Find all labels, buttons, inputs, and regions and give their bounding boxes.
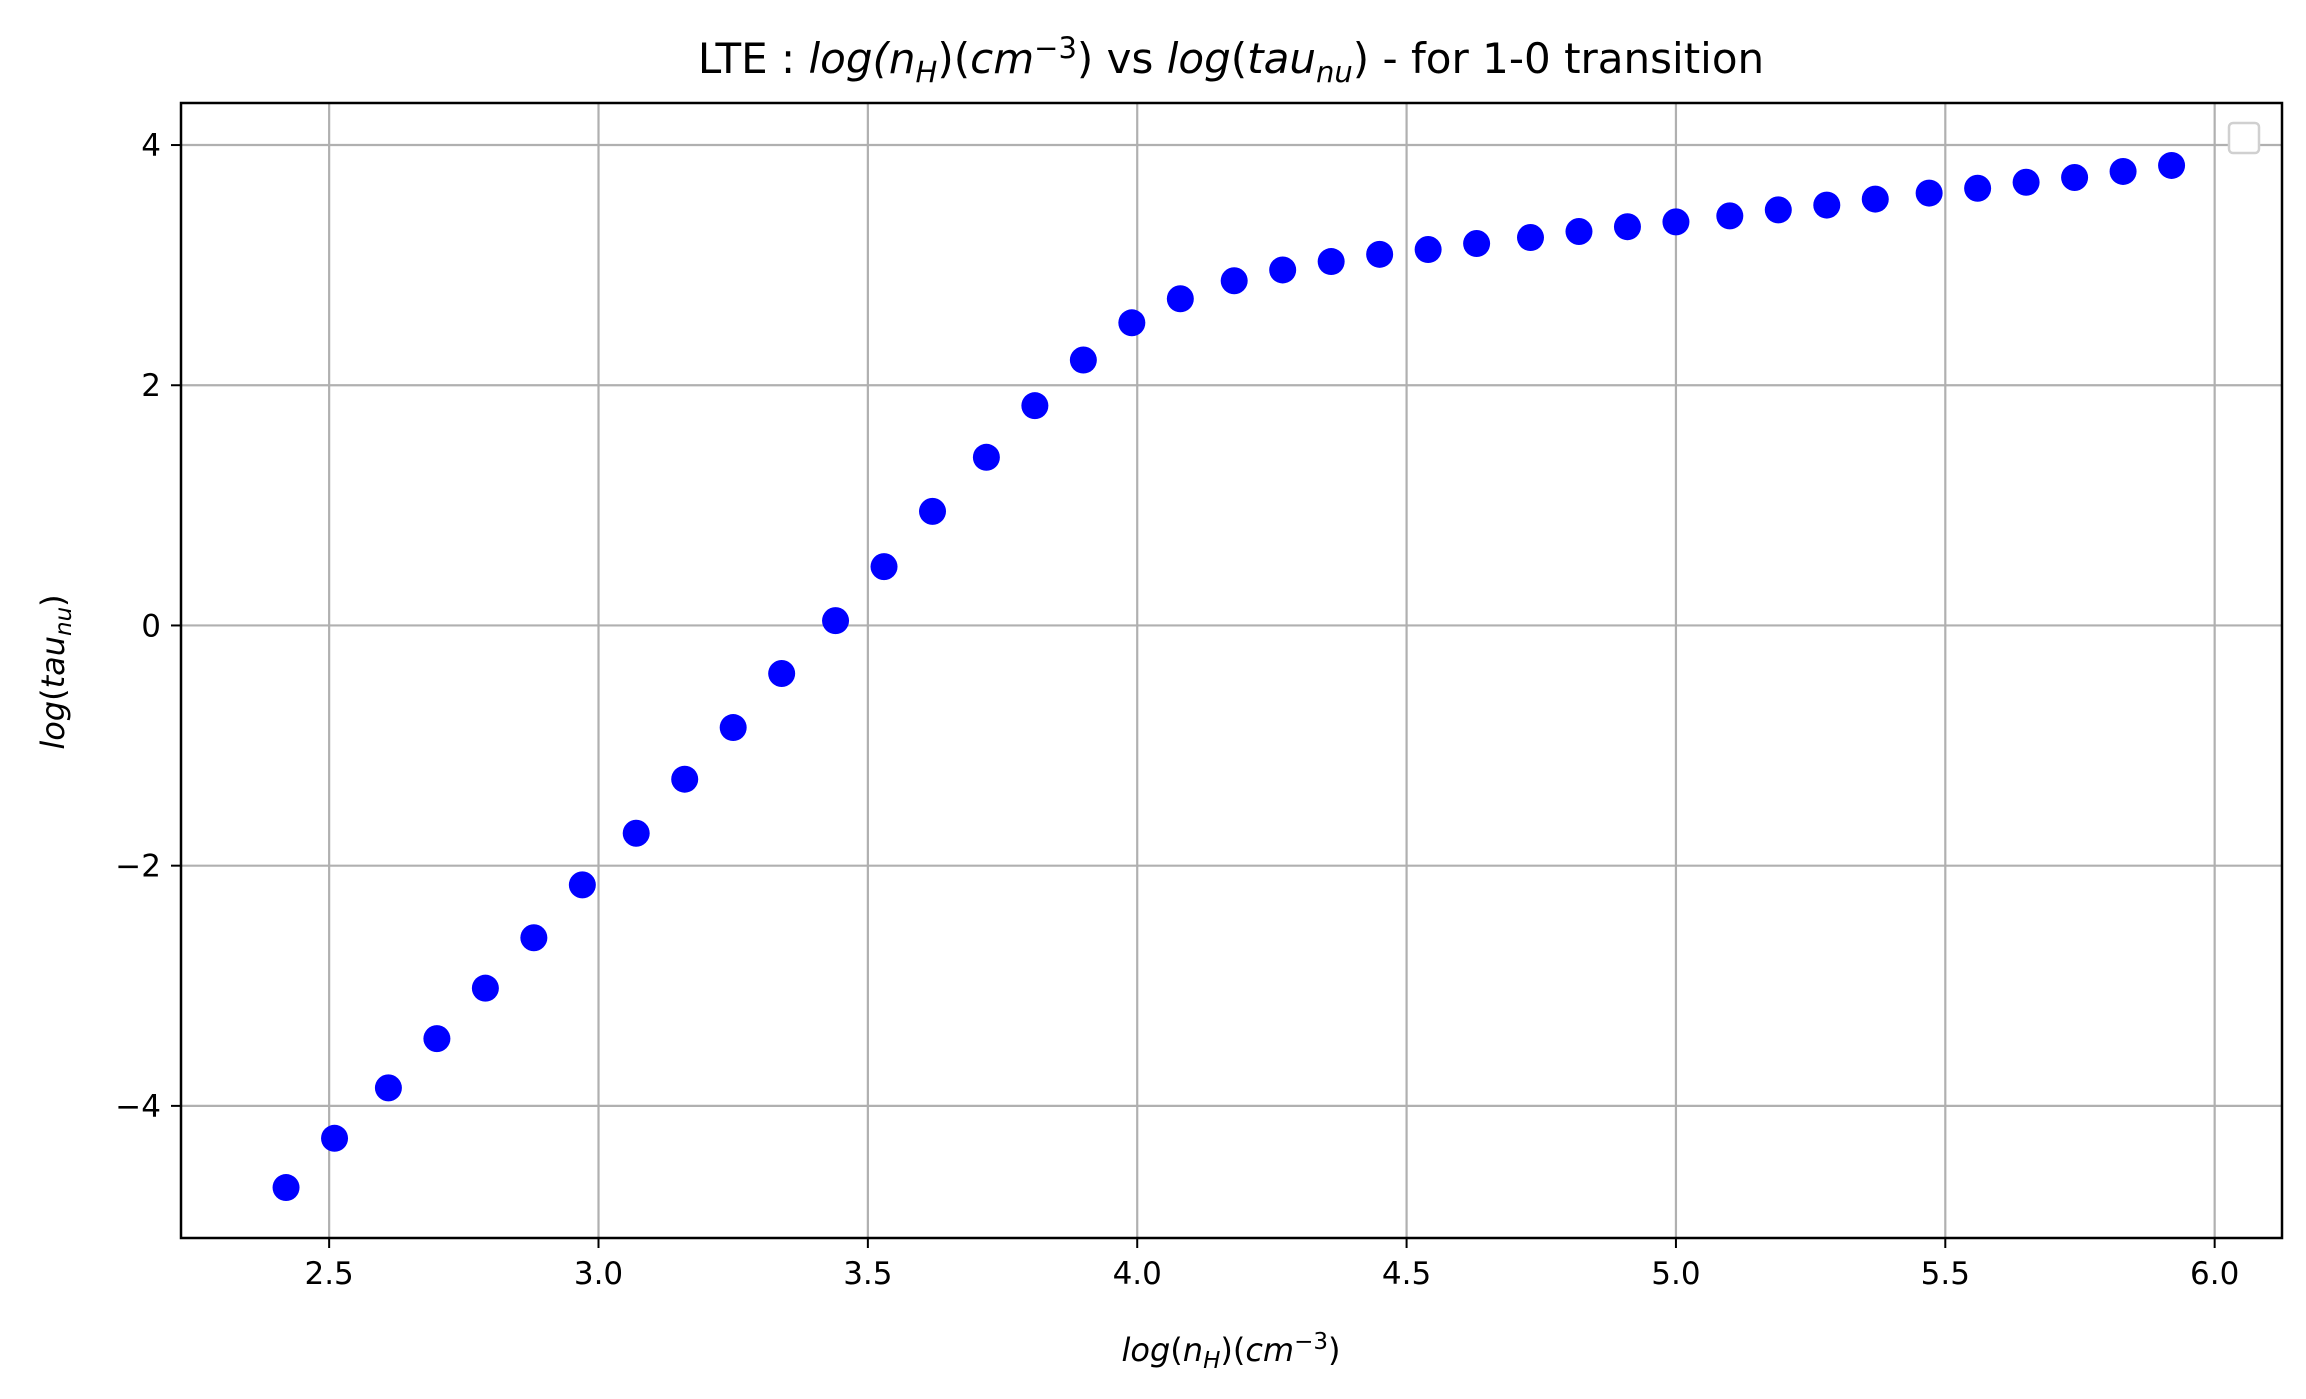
data-point <box>1269 256 1297 284</box>
data-point <box>1166 285 1194 313</box>
legend-empty-box <box>2227 121 2261 155</box>
data-point <box>1813 191 1841 219</box>
data-point <box>671 765 699 793</box>
x-tick-label: 5.0 <box>1651 1256 1700 1292</box>
data-point <box>1118 309 1146 337</box>
data-point <box>1021 392 1049 420</box>
data-point <box>919 497 947 525</box>
data-point <box>1366 240 1394 268</box>
y-tick-label: −2 <box>115 849 161 885</box>
data-point <box>568 871 596 899</box>
data-point <box>1317 248 1345 276</box>
data-point <box>1716 202 1744 230</box>
x-axis-label: log(nH)(cm−3) <box>1122 1329 1341 1374</box>
data-point <box>374 1074 402 1102</box>
x-tick-label: 6.0 <box>2190 1256 2239 1292</box>
chart-title: LTE : log(nH)(cm−3) vs log(taunu) - for … <box>698 31 1764 89</box>
data-points <box>272 151 2186 1202</box>
data-point <box>1069 346 1097 374</box>
data-point <box>520 924 548 952</box>
grid <box>181 103 2282 1238</box>
y-tick-label: 2 <box>141 368 161 404</box>
x-tick-label: 2.5 <box>304 1256 353 1292</box>
data-point <box>1220 267 1248 295</box>
x-tick-label: 5.5 <box>1921 1256 1970 1292</box>
data-point <box>321 1124 349 1152</box>
plot-frame <box>179 101 2284 1240</box>
x-tick-label: 3.0 <box>574 1256 623 1292</box>
data-point <box>1662 208 1690 236</box>
data-point <box>471 974 499 1002</box>
x-tick-label: 4.0 <box>1113 1256 1162 1292</box>
axis-ticks: 2.5 3.0 3.5 4.0 4.5 5.0 5.5 6.0 −4 −2 0 2 4 <box>115 128 2239 1292</box>
data-point <box>423 1025 451 1053</box>
data-point <box>2158 151 2186 179</box>
data-point <box>622 819 650 847</box>
data-point <box>2012 168 2040 196</box>
data-point <box>768 660 796 688</box>
data-point <box>1915 179 1943 207</box>
data-point <box>822 607 850 635</box>
data-point <box>972 443 1000 471</box>
data-point <box>870 553 898 581</box>
y-tick-label: 4 <box>141 128 161 164</box>
x-tick-label: 4.5 <box>1382 1256 1431 1292</box>
data-point <box>1613 213 1641 241</box>
y-tick-label: −4 <box>115 1089 161 1125</box>
data-point <box>1764 196 1792 224</box>
data-point <box>2061 163 2089 191</box>
data-point <box>1414 236 1442 264</box>
y-axis-label: log(taunu) <box>34 594 77 749</box>
data-point <box>1565 218 1593 246</box>
data-point <box>719 714 747 742</box>
y-tick-label: 0 <box>141 608 161 644</box>
data-point <box>1516 224 1544 252</box>
x-tick-label: 3.5 <box>843 1256 892 1292</box>
data-point <box>2109 157 2137 185</box>
legend-box <box>2227 121 2261 155</box>
data-point <box>1861 185 1889 213</box>
data-point <box>272 1174 300 1202</box>
data-point <box>1964 174 1992 202</box>
data-point <box>1463 230 1491 258</box>
